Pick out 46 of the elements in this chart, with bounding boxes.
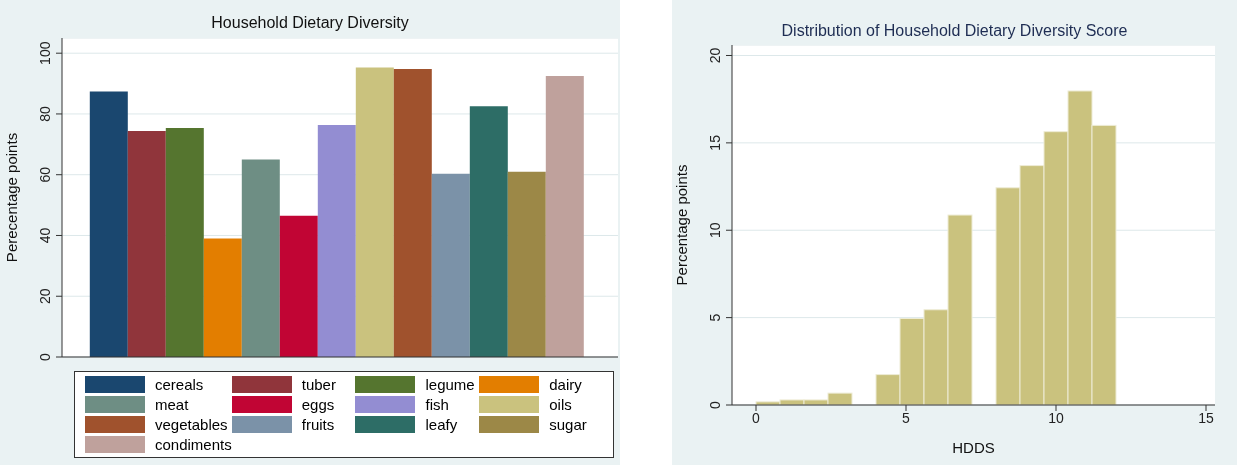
legend-label: oils <box>549 396 572 413</box>
y-tick-label: 20 <box>37 288 53 305</box>
y-tick-label: 80 <box>37 105 53 122</box>
bar <box>279 215 318 357</box>
y-tick-label: 10 <box>707 222 723 239</box>
legend-label: leafy <box>425 416 458 433</box>
bar <box>89 91 128 357</box>
y-axis-title: Perecentage points <box>3 132 21 263</box>
bar <box>545 75 584 357</box>
bar <box>127 130 166 357</box>
legend-label: condiments <box>155 436 232 453</box>
legend-label: dairy <box>549 376 582 393</box>
y-tick-label: 0 <box>707 400 723 409</box>
y-tick-label: 60 <box>37 166 53 183</box>
y-tick-label: 5 <box>707 313 723 322</box>
x-tick-label: 0 <box>752 409 761 426</box>
legend-label: vegetables <box>155 416 228 433</box>
bar <box>469 106 508 357</box>
bar <box>317 124 356 357</box>
x-axis-title: HDDS <box>952 439 995 456</box>
legend-label: tuber <box>301 376 336 393</box>
legend-label: meat <box>155 396 189 413</box>
y-tick-label: 100 <box>37 41 53 65</box>
x-tick-label: 5 <box>902 409 911 426</box>
bar <box>355 67 394 357</box>
bar <box>393 68 432 357</box>
x-tick-label: 10 <box>1048 409 1064 426</box>
legend-label: sugar <box>549 416 587 433</box>
bar <box>203 238 242 357</box>
bar <box>165 127 204 357</box>
chart-title: Household Dietary Diversity <box>210 14 410 32</box>
legend-label: legume <box>425 376 475 393</box>
bar <box>431 173 470 357</box>
bar <box>507 171 546 357</box>
y-tick-label: 40 <box>37 227 53 244</box>
y-tick-label: 0 <box>37 352 53 361</box>
y-tick-label: 15 <box>707 134 723 151</box>
bar <box>241 159 280 357</box>
y-tick-label: 20 <box>707 47 723 64</box>
x-tick-label: 15 <box>1198 409 1214 426</box>
legend-label: fruits <box>301 416 335 433</box>
legend-label: eggs <box>301 396 335 413</box>
y-axis-title: Percentage points <box>673 164 691 286</box>
chart-title: Distribution of Household Dietary Diversity Score <box>780 22 1129 40</box>
legend-label: fish <box>425 396 449 413</box>
legend-label: cereals <box>155 376 204 393</box>
